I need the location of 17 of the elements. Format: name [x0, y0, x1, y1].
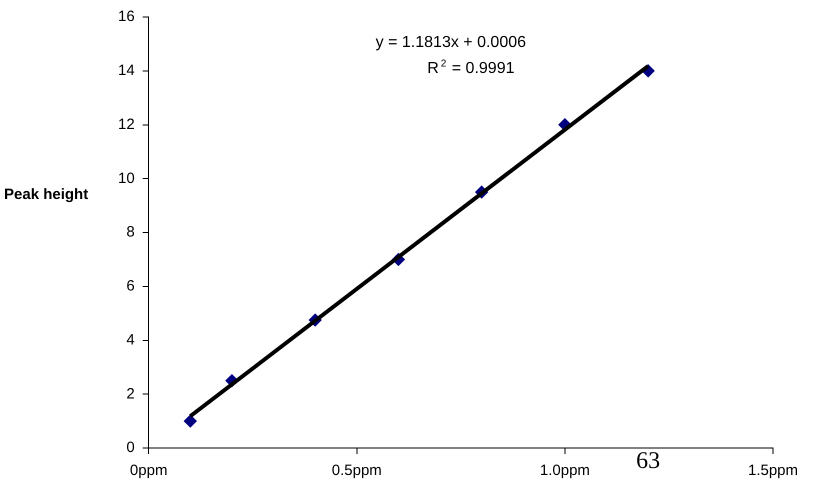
annotation: 63 [636, 448, 660, 474]
x-tick-label: 1.5ppm [748, 462, 798, 480]
x-tick-label: 0.5ppm [332, 462, 382, 480]
x-tick-label: 0ppm [130, 462, 168, 480]
y-tick-label: 8 [126, 224, 135, 241]
annotation: y = 1.1813x + 0.0006 [376, 34, 526, 51]
y-tick-label: 12 [118, 116, 135, 133]
y-tick-label: 4 [126, 331, 135, 348]
point [184, 414, 197, 428]
y-tick-label: 10 [118, 170, 135, 187]
y-tick-label: 0 [126, 439, 135, 456]
y-axis-title: Peak height [4, 186, 88, 203]
y-tick-label: 2 [126, 385, 135, 402]
y-tick-label: 16 [118, 8, 135, 26]
y-tick-label: 14 [118, 62, 135, 80]
y-tick-label: 6 [126, 278, 135, 295]
x-tick-label: 1.0ppm [540, 462, 590, 480]
